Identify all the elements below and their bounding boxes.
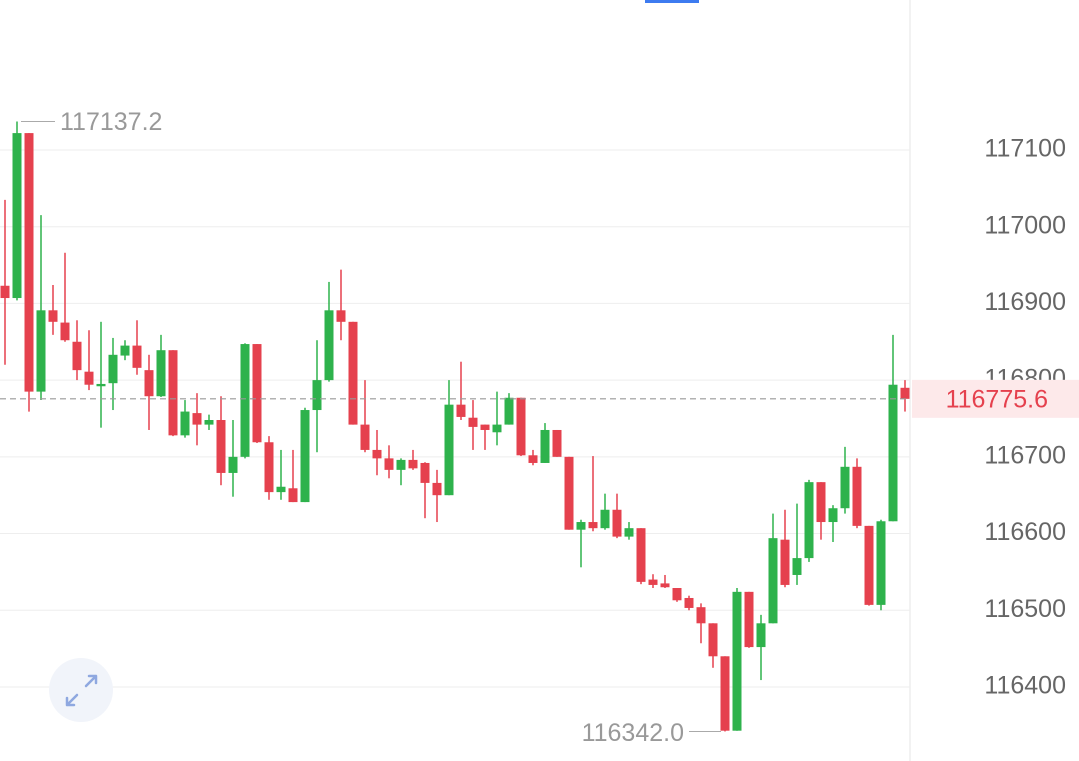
candle-body xyxy=(144,370,154,397)
candle-body xyxy=(324,310,334,381)
candle-body xyxy=(588,522,598,529)
candle-body xyxy=(852,466,862,526)
candle-body xyxy=(552,429,562,457)
candle-body xyxy=(660,583,670,588)
candle-body xyxy=(276,486,286,493)
candle-body xyxy=(336,310,346,322)
candle-body xyxy=(456,404,466,417)
candle-body xyxy=(240,344,250,457)
candle-body xyxy=(420,462,430,483)
candle-body xyxy=(408,459,418,469)
candle-body xyxy=(156,350,166,397)
candle-body xyxy=(732,591,742,731)
y-tick-label: 116400 xyxy=(984,672,1066,700)
candle-body xyxy=(540,429,550,463)
candle-body xyxy=(792,558,802,575)
last-price-label: 116775.6 xyxy=(946,385,1048,413)
candle-body xyxy=(720,656,730,731)
y-tick-label: 116600 xyxy=(984,518,1066,546)
candle-body xyxy=(396,459,406,470)
candle-body xyxy=(372,449,382,459)
candle-body xyxy=(36,310,46,392)
candle-body xyxy=(672,588,682,601)
candle-body xyxy=(708,623,718,657)
y-tick-label: 116900 xyxy=(984,288,1066,316)
candle-body xyxy=(264,442,274,493)
y-tick-label: 116500 xyxy=(984,595,1066,623)
candle-body xyxy=(744,591,754,648)
expand-button[interactable] xyxy=(49,658,113,722)
candle-body xyxy=(384,458,394,470)
max-label: 117137.2 xyxy=(60,108,162,136)
candle-body xyxy=(24,133,34,392)
candle-body xyxy=(492,424,502,433)
candle-body xyxy=(840,466,850,509)
candle-body xyxy=(636,528,646,582)
candle-body xyxy=(816,482,826,523)
candle-body xyxy=(648,579,658,585)
candle-body xyxy=(252,344,262,443)
candle-body xyxy=(684,597,694,608)
candle-body xyxy=(12,133,22,299)
candle-body xyxy=(204,420,214,425)
last-price-box xyxy=(912,379,1079,418)
candle-body xyxy=(432,482,442,496)
candle-body xyxy=(48,310,58,322)
candle-body xyxy=(168,350,178,436)
candle-body xyxy=(804,482,814,559)
candle-body xyxy=(888,384,898,522)
candle-body xyxy=(0,285,10,299)
candle-body xyxy=(300,410,310,503)
candle-body xyxy=(900,387,910,399)
candle-body xyxy=(348,321,358,425)
candle-body xyxy=(468,417,478,427)
candle-body xyxy=(132,345,142,368)
candle-body xyxy=(768,538,778,624)
candle-body xyxy=(480,424,490,430)
candle-body xyxy=(528,455,538,463)
candle-body xyxy=(288,488,298,503)
candle-body xyxy=(84,371,94,385)
candle-body xyxy=(312,380,322,411)
candle-body xyxy=(192,413,202,425)
candle-body xyxy=(756,623,766,648)
candle-body xyxy=(612,509,622,537)
overlay: 117137.2 116342.0 116775.6 xyxy=(0,108,1079,747)
candle-body xyxy=(108,354,118,384)
candle-body xyxy=(780,539,790,585)
candle-body xyxy=(72,341,82,371)
candle-body xyxy=(120,345,130,356)
candle-body xyxy=(600,509,610,529)
candle-body xyxy=(360,424,370,450)
y-tick-label: 117100 xyxy=(984,135,1066,163)
y-tick-label: 116700 xyxy=(984,441,1066,469)
candle-body xyxy=(444,404,454,496)
tab-indicator xyxy=(645,0,699,3)
candle-body xyxy=(828,508,838,523)
candle-body xyxy=(60,322,70,341)
candle-body xyxy=(576,522,586,530)
y-tick-label: 117000 xyxy=(984,211,1066,239)
candle-body xyxy=(876,521,886,605)
candle-body xyxy=(624,528,634,537)
candle-body xyxy=(696,607,706,624)
candle-body xyxy=(96,383,106,387)
candle-body xyxy=(864,525,874,605)
candle-body xyxy=(180,411,190,436)
candles xyxy=(0,121,910,732)
candle-body xyxy=(504,397,514,425)
candle-body xyxy=(216,420,226,473)
candle-body xyxy=(564,456,574,530)
candle-body xyxy=(228,456,238,473)
candle-body xyxy=(516,397,526,456)
min-label: 116342.0 xyxy=(582,719,684,747)
